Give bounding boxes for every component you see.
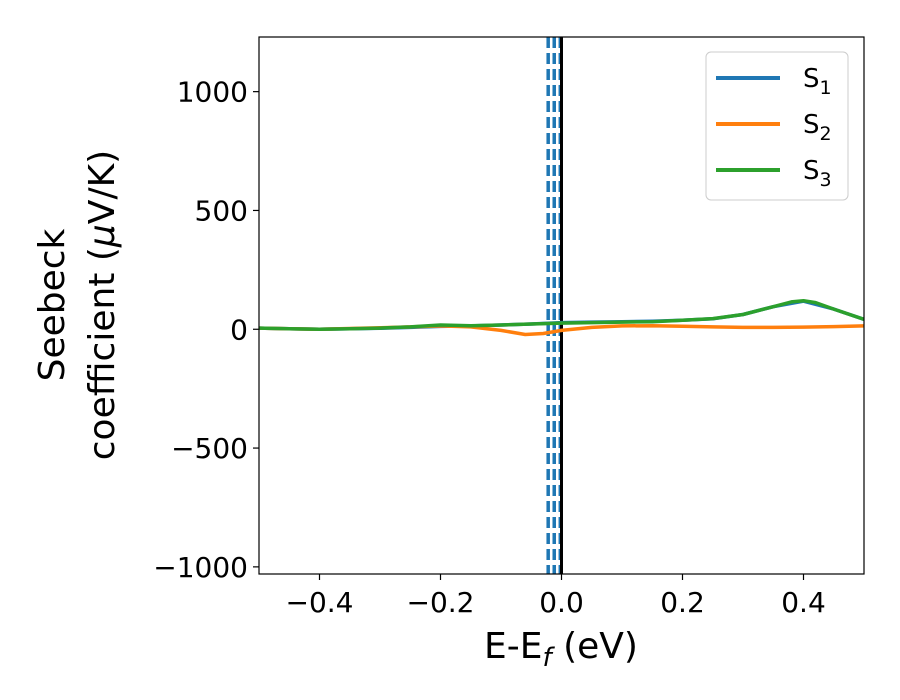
legend-label-3: S3: [803, 156, 832, 191]
y-tick-label-4: −1000: [153, 551, 248, 584]
legend-entries: S1 S2 S3: [716, 64, 832, 191]
legend-label-2: S2: [803, 110, 832, 145]
y-axis-label-line2: coefficient (μV/K): [82, 150, 123, 460]
y-tick-label-0: 1000: [177, 76, 248, 109]
x-tick-label-0: −0.4: [286, 586, 354, 619]
x-axis-ticks: −0.4 −0.2 0.0 0.2 0.4: [286, 574, 826, 619]
plot-area: [258, 36, 865, 575]
legend-label-1: S1: [803, 64, 832, 99]
x-tick-label-1: −0.2: [407, 586, 475, 619]
x-tick-label-3: 0.2: [660, 586, 705, 619]
series-line-3: [259, 298, 864, 332]
y-tick-label-3: −500: [171, 432, 248, 465]
y-axis-ticks: 1000 500 0 −500 −1000: [153, 76, 259, 584]
x-tick-label-2: 0.0: [539, 586, 584, 619]
y-axis-label: Seebeck coefficient (μV/K): [32, 150, 123, 460]
fermi-level-markers: [546, 37, 563, 574]
y-axis-label-line1: Seebeck: [32, 228, 73, 381]
series-lines: [259, 298, 864, 337]
y-tick-label-2: 0: [230, 313, 248, 346]
legend: S1 S2 S3: [705, 51, 849, 201]
y-tick-label-1: 500: [195, 194, 248, 227]
x-axis-label: E-Ef (eV): [484, 626, 638, 673]
x-tick-label-4: 0.4: [781, 586, 826, 619]
